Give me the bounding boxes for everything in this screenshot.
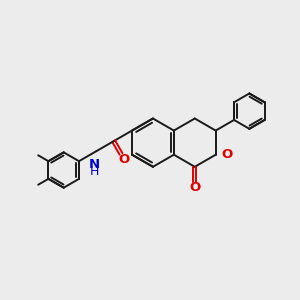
Text: N: N [88,158,100,171]
Text: H: H [89,165,99,178]
Text: O: O [189,181,200,194]
Text: O: O [221,148,232,160]
Text: O: O [118,152,130,166]
